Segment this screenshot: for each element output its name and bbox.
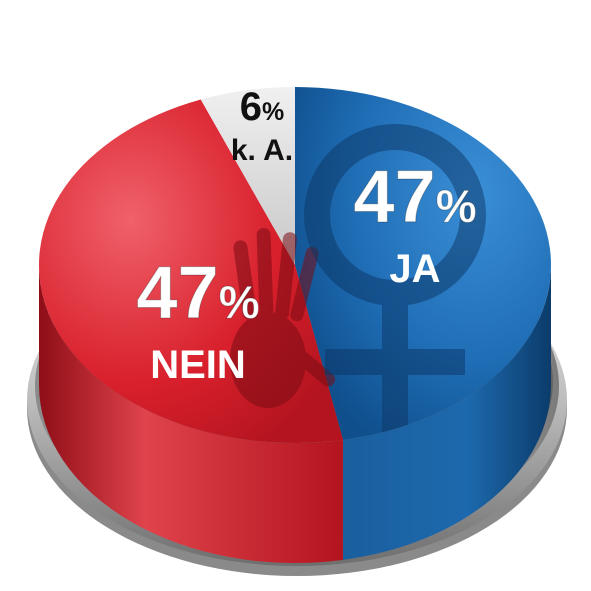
slice-value-label-ka: 6%: [240, 85, 284, 129]
pie-labels: 47% JA 47% NEIN 6% k. A.: [136, 85, 477, 387]
slice-name-label-nein: NEIN: [150, 343, 246, 387]
pie-side-nein: [39, 265, 343, 563]
slice-name-label-ka: k. A.: [231, 134, 293, 167]
slice-name-label-ja: JA: [389, 247, 440, 291]
venus-symbol-icon: [304, 124, 486, 440]
slice-value-label-ja: 47%: [353, 155, 476, 238]
pie-side-ja: [342, 265, 551, 560]
slice-value-label-nein: 47%: [136, 251, 259, 334]
pie-slice-ka: [200, 87, 295, 265]
handprint-icon: [230, 228, 336, 408]
pie-sides: [39, 265, 551, 563]
